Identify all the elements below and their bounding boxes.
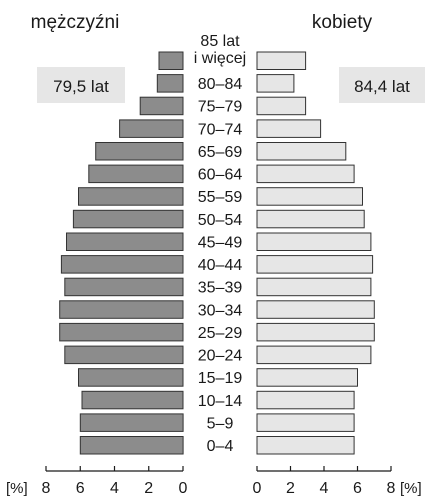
women-bar-40-44 bbox=[256, 255, 374, 274]
women-bar-45-49 bbox=[256, 232, 372, 251]
age-label-60-64: 60–64 bbox=[198, 167, 243, 184]
men-bar-25-29 bbox=[59, 322, 184, 342]
women-bar-35-39 bbox=[256, 277, 372, 297]
women-bar-10-14 bbox=[256, 390, 355, 410]
men-bar-35-39 bbox=[64, 277, 184, 297]
men-bar-55-59 bbox=[78, 187, 184, 206]
women-bar-75-79 bbox=[256, 96, 307, 116]
men-bar-5-9 bbox=[79, 413, 184, 432]
women-annotation-box bbox=[339, 67, 425, 103]
women-tick-label-0: 0 bbox=[253, 480, 262, 497]
age-label-85-lat-i-wi-cej-line2: i więcej bbox=[194, 50, 246, 67]
men-header: mężczyźni bbox=[31, 12, 120, 33]
age-label-45-49: 45–49 bbox=[198, 235, 243, 252]
age-label-50-54: 50–54 bbox=[198, 212, 243, 229]
women-bar-0-4 bbox=[256, 436, 355, 455]
women-tick-label-2: 2 bbox=[286, 480, 295, 497]
age-label-10-14: 10–14 bbox=[198, 393, 243, 410]
men-bar-10-14 bbox=[81, 390, 184, 410]
men-bar-30-34 bbox=[59, 300, 184, 319]
men-bars bbox=[59, 51, 184, 455]
men-bar-65-69 bbox=[95, 142, 184, 161]
women-bar-80-84 bbox=[256, 74, 295, 93]
men-bar-40-44 bbox=[60, 255, 184, 274]
age-label-55-59: 55–59 bbox=[198, 189, 243, 206]
men-tick-label-8: 8 bbox=[42, 480, 51, 497]
men-bar-15-19 bbox=[78, 368, 184, 387]
women-bar-20-24 bbox=[256, 345, 372, 365]
age-label-35-39: 35–39 bbox=[198, 280, 243, 297]
age-label-25-29: 25–29 bbox=[198, 325, 243, 342]
men-bar-45-49 bbox=[66, 232, 184, 251]
age-label-5-9: 5–9 bbox=[207, 415, 234, 432]
women-tick-label-4: 4 bbox=[320, 480, 329, 497]
men-bar-75-79 bbox=[139, 96, 184, 116]
women-x-ticks: 8 6 4 2 0 bbox=[253, 466, 396, 497]
men-bar-70-74 bbox=[119, 119, 184, 138]
men-bar-20-24 bbox=[64, 345, 184, 365]
women-bar-25-29 bbox=[256, 322, 375, 342]
women-bar-15-19 bbox=[256, 368, 358, 387]
women-x-unit: [%] bbox=[400, 480, 422, 497]
age-label-20-24: 20–24 bbox=[198, 348, 243, 365]
age-label-75-79: 75–79 bbox=[198, 99, 243, 116]
men-bar-60-64 bbox=[88, 164, 184, 184]
men-bar-85-lat-i-wi-cej bbox=[158, 51, 184, 70]
women-tick-label-8: 8 bbox=[387, 480, 396, 497]
women-life-expectancy: 84,4 lat bbox=[354, 77, 410, 96]
age-label-30-34: 30–34 bbox=[198, 302, 243, 319]
men-x-unit: [%] bbox=[6, 480, 28, 497]
men-tick-label-4: 4 bbox=[110, 480, 119, 497]
women-bar-60-64 bbox=[256, 164, 355, 184]
age-label-15-19: 15–19 bbox=[198, 370, 243, 387]
women-header: kobiety bbox=[312, 12, 373, 33]
women-bar-70-74 bbox=[256, 119, 322, 138]
women-bar-50-54 bbox=[256, 209, 365, 229]
men-x-ticks: 8 6 4 2 0 bbox=[42, 466, 188, 497]
age-label-85-lat-i-wi-cej-line1: 85 lat bbox=[200, 33, 240, 50]
men-tick-label-2: 2 bbox=[144, 480, 153, 497]
age-label-80-84: 80–84 bbox=[198, 76, 243, 93]
men-tick-label-0: 0 bbox=[179, 480, 188, 497]
men-bar-0-4 bbox=[79, 436, 184, 455]
men-life-expectancy: 79,5 lat bbox=[53, 77, 109, 96]
age-label-65-69: 65–69 bbox=[198, 144, 243, 161]
men-bar-80-84 bbox=[156, 74, 184, 93]
men-bar-50-54 bbox=[72, 209, 184, 229]
women-bars bbox=[256, 51, 375, 455]
women-bar-65-69 bbox=[256, 142, 347, 161]
age-label-40-44: 40–44 bbox=[198, 257, 243, 274]
women-tick-label-6: 6 bbox=[353, 480, 362, 497]
men-annotation-box bbox=[37, 67, 125, 103]
age-label-0-4: 0–4 bbox=[207, 438, 234, 455]
women-bar-55-59 bbox=[256, 187, 363, 206]
men-tick-label-6: 6 bbox=[76, 480, 85, 497]
women-bar-85-lat-i-wi-cej bbox=[256, 51, 307, 70]
age-label-70-74: 70–74 bbox=[198, 121, 243, 138]
women-bar-30-34 bbox=[256, 300, 375, 319]
women-bar-5-9 bbox=[256, 413, 355, 432]
